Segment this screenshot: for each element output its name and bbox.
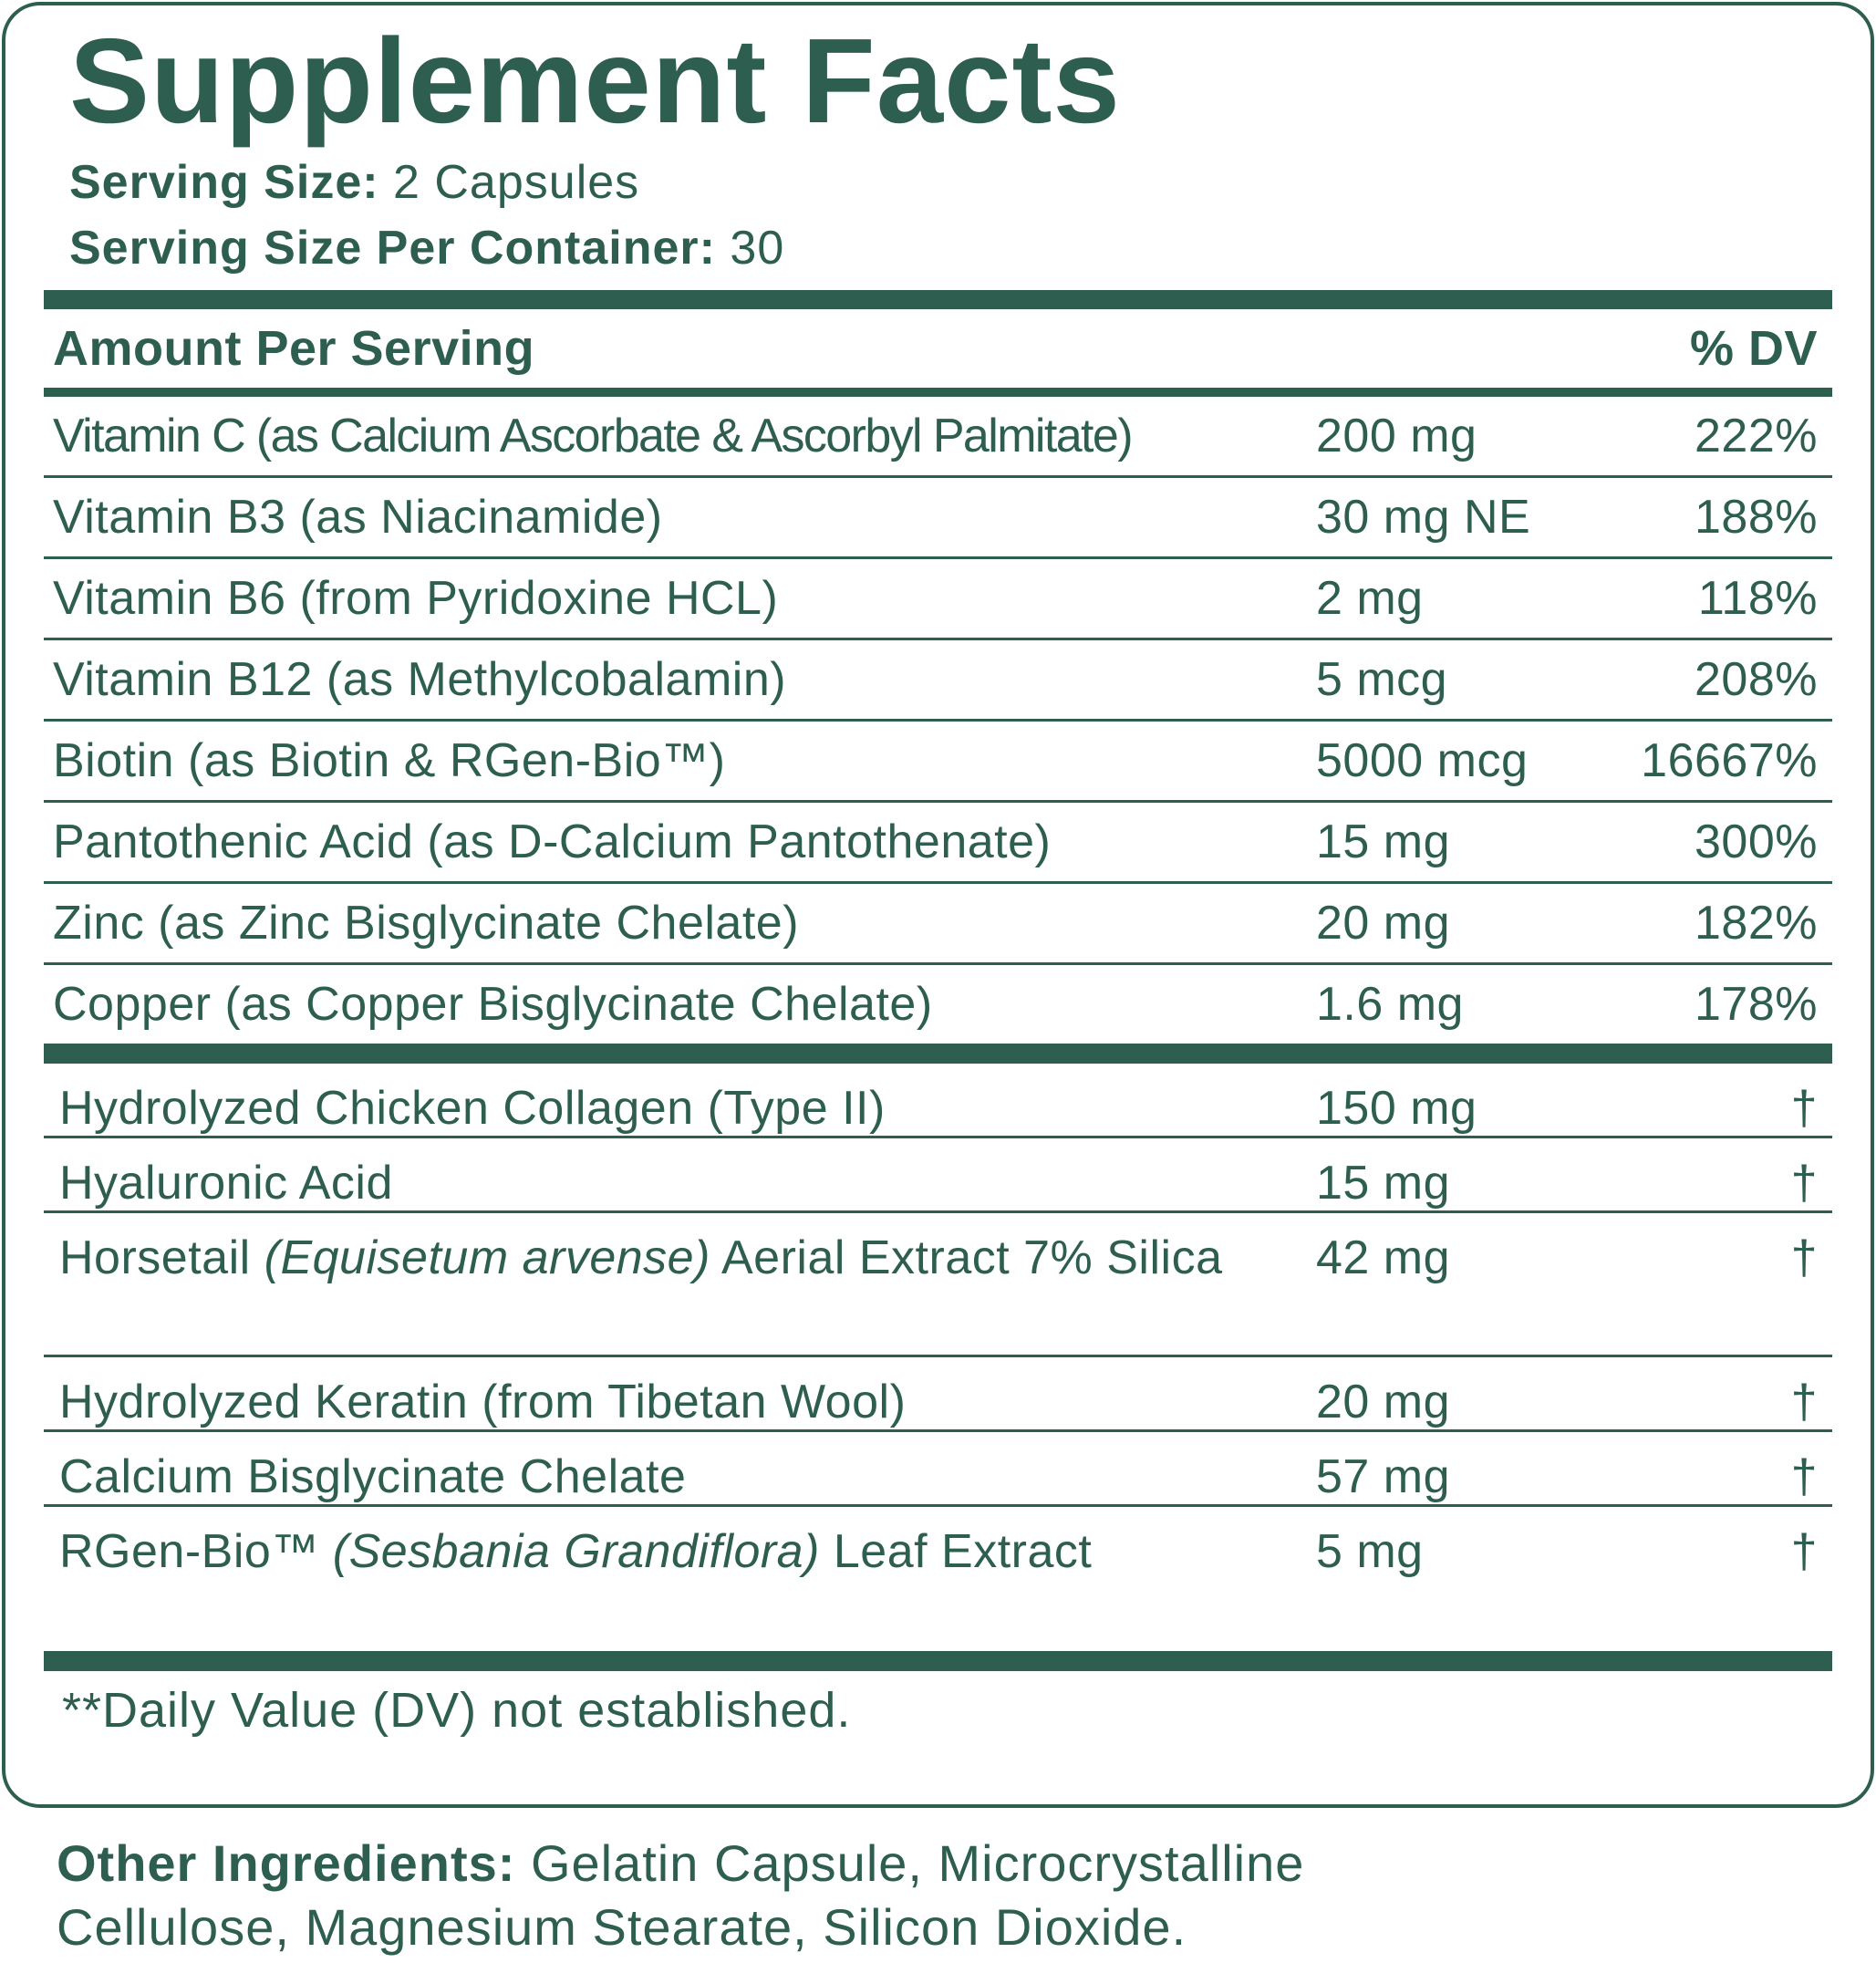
nutrient-name: Vitamin C (as Calcium Ascorbate & Ascorb… bbox=[53, 410, 1134, 462]
other-ingredients-text: Gelatin Capsule, Microcrystalline Cellul… bbox=[57, 1834, 1305, 1956]
other-ingredients: Other Ingredients: Gelatin Capsule, Micr… bbox=[57, 1832, 1516, 1959]
nutrient-amount: 20 mg bbox=[1316, 897, 1451, 950]
header-amount: Amount Per Serving bbox=[53, 321, 535, 376]
nutrient-name: Biotin (as Biotin & RGen-Bio™) bbox=[53, 734, 726, 787]
ingredient-name: Horsetail (Equisetum arvense) Aerial Ext… bbox=[44, 1226, 1316, 1290]
nutrient-dv: 222% bbox=[1695, 410, 1818, 462]
nutrient-row: Vitamin C (as Calcium Ascorbate & Ascorb… bbox=[44, 397, 1832, 478]
serving-label: Serving Size Per Container: bbox=[69, 222, 716, 275]
ingredient-amount: 15 mg bbox=[1316, 1157, 1451, 1210]
ingredient-name-rest: Aerial Extract 7% Silica bbox=[720, 1231, 1223, 1284]
ingredient-dv: † bbox=[1790, 1525, 1818, 1578]
nutrient-row: Vitamin B3 (as Niacinamide) 30 mg NE 188% bbox=[44, 478, 1832, 559]
ingredient-name-text: RGen-Bio™ bbox=[59, 1525, 319, 1578]
ingredient-name: Calcium Bisglycinate Chelate bbox=[44, 1445, 1316, 1509]
nutrient-amount: 5 mcg bbox=[1316, 653, 1448, 706]
nutrient-name: Copper (as Copper Bisglycinate Chelate) bbox=[53, 978, 933, 1031]
ingredient-amount: 5 mg bbox=[1316, 1525, 1424, 1578]
ingredient-dv: † bbox=[1790, 1450, 1818, 1503]
rule bbox=[44, 290, 1832, 309]
footnote: **Daily Value (DV) not established. bbox=[62, 1683, 852, 1738]
ingredient-name: Hydrolyzed Chicken Collagen (Type II) bbox=[44, 1076, 1316, 1140]
serving-value: 2 Capsules bbox=[393, 156, 640, 209]
nutrient-amount: 200 mg bbox=[1316, 410, 1477, 462]
nutrient-row: Vitamin B6 (from Pyridoxine HCL) 2 mg 118% bbox=[44, 559, 1832, 640]
ingredient-dv: † bbox=[1790, 1157, 1818, 1210]
ingredient-name: RGen-Bio™ (Sesbania Grandiflora) Leaf Ex… bbox=[44, 1520, 1316, 1584]
ingredient-amount: 150 mg bbox=[1316, 1082, 1477, 1135]
nutrient-name: Zinc (as Zinc Bisglycinate Chelate) bbox=[53, 897, 800, 950]
ingredient-name-text: Horsetail bbox=[59, 1231, 251, 1284]
nutrient-row: Copper (as Copper Bisglycinate Chelate) 1… bbox=[44, 965, 1832, 1044]
header-row: Amount Per Serving % DV bbox=[44, 309, 1832, 388]
facts-panel: Supplement Facts Serving Size: 2 Capsules… bbox=[2, 2, 1874, 1808]
ingredient-dv: † bbox=[1790, 1231, 1818, 1284]
nutrient-row: Pantothenic Acid (as D-Calcium Pantothen… bbox=[44, 803, 1832, 884]
ingredient-name-text: Hydrolyzed Chicken Collagen (Type II) bbox=[59, 1082, 886, 1135]
nutrient-dv: 178% bbox=[1695, 978, 1818, 1031]
rule bbox=[44, 388, 1832, 397]
nutrient-amount: 15 mg bbox=[1316, 815, 1451, 868]
ingredient-name: Hydrolyzed Keratin (from Tibetan Wool) bbox=[44, 1370, 1316, 1434]
ingredient-dv: † bbox=[1790, 1376, 1818, 1428]
nutrient-dv: 16667% bbox=[1641, 734, 1818, 787]
ingredient-name-text: Hyaluronic Acid bbox=[59, 1157, 393, 1210]
ingredient-row: RGen-Bio™ (Sesbania Grandiflora) Leaf Ex… bbox=[44, 1507, 1832, 1651]
ingredient-name: Hyaluronic Acid bbox=[44, 1151, 1316, 1215]
serving-value: 30 bbox=[730, 222, 785, 275]
nutrient-name: Vitamin B3 (as Niacinamide) bbox=[53, 491, 663, 544]
ingredient-latin: (Equisetum arvense) bbox=[264, 1231, 710, 1284]
nutrient-name: Vitamin B12 (as Methylcobalamin) bbox=[53, 653, 787, 706]
nutrient-amount: 1.6 mg bbox=[1316, 978, 1464, 1031]
serving-label: Serving Size: bbox=[69, 156, 379, 209]
nutrient-dv: 300% bbox=[1695, 815, 1818, 868]
nutrient-dv: 118% bbox=[1697, 572, 1818, 625]
nutrient-dv: 182% bbox=[1695, 897, 1818, 950]
ingredient-row: Hyaluronic Acid 15 mg † bbox=[44, 1138, 1832, 1213]
ingredient-name-rest: Leaf Extract bbox=[833, 1525, 1093, 1578]
title: Supplement Facts bbox=[69, 14, 1121, 148]
rule bbox=[44, 1044, 1832, 1064]
ingredient-amount: 20 mg bbox=[1316, 1376, 1451, 1428]
nutrient-dv: 208% bbox=[1695, 653, 1818, 706]
other-ingredients-label: Other Ingredients: bbox=[57, 1834, 516, 1892]
ingredient-row: Horsetail (Equisetum arvense) Aerial Ext… bbox=[44, 1213, 1832, 1357]
ingredient-row: Hydrolyzed Chicken Collagen (Type II) 150… bbox=[44, 1064, 1832, 1138]
nutrient-name: Pantothenic Acid (as D-Calcium Pantothen… bbox=[53, 815, 1052, 868]
serving-line: Serving Size Per Container: 30 bbox=[5, 215, 1871, 281]
nutrient-row: Biotin (as Biotin & RGen-Bio™) 5000 mcg 16… bbox=[44, 722, 1832, 803]
nutrient-dv: 188% bbox=[1695, 491, 1818, 544]
ingredient-row: Hydrolyzed Keratin (from Tibetan Wool) 20… bbox=[44, 1357, 1832, 1432]
header-dv: % DV bbox=[1689, 321, 1818, 376]
nutrient-name: Vitamin B6 (from Pyridoxine HCL) bbox=[53, 572, 779, 625]
rule bbox=[44, 1651, 1832, 1671]
ingredient-amount: 57 mg bbox=[1316, 1450, 1451, 1503]
ingredient-dv: † bbox=[1790, 1082, 1818, 1135]
nutrient-amount: 2 mg bbox=[1316, 572, 1424, 625]
nutrient-amount: 30 mg NE bbox=[1316, 491, 1531, 544]
nutrient-row: Zinc (as Zinc Bisglycinate Chelate) 20 mg… bbox=[44, 884, 1832, 965]
ingredient-name-text: Hydrolyzed Keratin (from Tibetan Wool) bbox=[59, 1376, 907, 1428]
ingredient-amount: 42 mg bbox=[1316, 1231, 1451, 1284]
ingredient-row: Calcium Bisglycinate Chelate 57 mg † bbox=[44, 1432, 1832, 1507]
nutrient-row: Vitamin B12 (as Methylcobalamin) 5 mcg 208… bbox=[44, 640, 1832, 722]
ingredient-latin: (Sesbania Grandiflora) bbox=[332, 1525, 820, 1578]
serving-line: Serving Size: 2 Capsules bbox=[5, 150, 1871, 215]
ingredient-name-text: Calcium Bisglycinate Chelate bbox=[59, 1450, 687, 1503]
nutrient-amount: 5000 mcg bbox=[1316, 734, 1529, 787]
